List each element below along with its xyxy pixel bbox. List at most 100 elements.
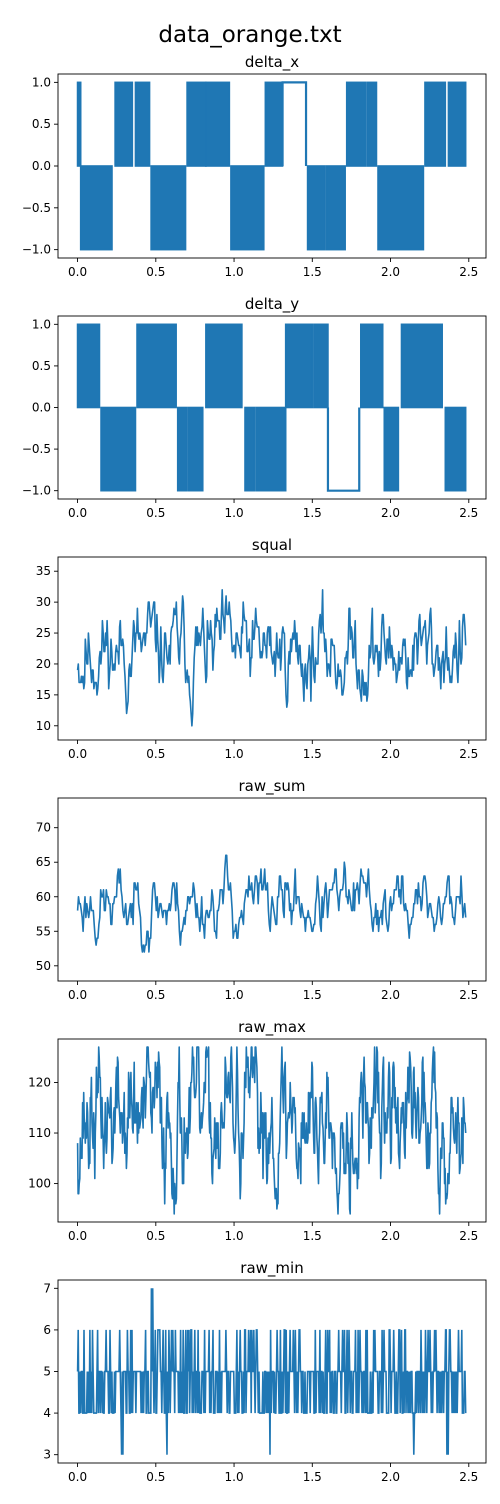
x-tick-label: 0.5: [146, 506, 165, 520]
x-tick-label: 0.5: [146, 747, 165, 761]
y-tick-label: −0.5: [22, 442, 51, 456]
x-tick-label: 1.0: [225, 988, 244, 1002]
x-tick-label: 1.5: [303, 1229, 322, 1243]
series-segment-4: [150, 165, 187, 251]
series-line: [76, 1288, 467, 1455]
y-tick-label: 15: [36, 688, 51, 702]
y-tick-label: 55: [36, 924, 51, 938]
y-tick-label: 70: [36, 821, 51, 835]
axes-frame: [57, 556, 487, 741]
series-segment-10: [306, 165, 326, 251]
x-tick-label: 0.0: [68, 988, 87, 1002]
series-segment-0: [76, 323, 101, 409]
x-tick-label: 1.0: [225, 1470, 244, 1484]
series-segment-13: [400, 323, 443, 409]
series-segment-3: [176, 406, 188, 492]
y-tick-label: 30: [36, 595, 51, 609]
series-segment-7: [230, 165, 265, 251]
x-tick-label: 1.5: [303, 747, 322, 761]
series-segment-8: [264, 81, 284, 167]
y-tick-label: 120: [28, 1075, 51, 1089]
y-tick-label: 7: [43, 1281, 51, 1295]
series-segment-9: [281, 81, 308, 166]
axes-frame: [57, 797, 487, 982]
y-tick-label: 60: [36, 890, 51, 904]
series-segment-13: [366, 81, 378, 167]
y-tick-label: 1.0: [32, 317, 51, 331]
y-tick-label: 65: [36, 855, 51, 869]
y-tick-label: 35: [36, 564, 51, 578]
subplot-title: raw_max: [238, 1018, 306, 1037]
x-tick-label: 2.5: [459, 265, 478, 279]
y-tick-label: 4: [43, 1406, 51, 1420]
subplot-title: delta_y: [245, 295, 299, 314]
x-tick-label: 0.0: [68, 1470, 87, 1484]
series-segment-2: [114, 81, 134, 167]
x-tick-label: 1.5: [303, 988, 322, 1002]
x-tick-label: 2.0: [381, 1470, 400, 1484]
series-segment-2: [136, 323, 177, 409]
y-tick-label: 0.5: [32, 359, 51, 373]
series-line: [76, 588, 467, 727]
y-tick-label: 3: [43, 1448, 51, 1462]
subplot-squal: squal 0.0 0.5 1.0 1.5 2.0 2.5 10 15 20 25 30 35: [36, 536, 487, 761]
y-tick-label: 1.0: [32, 75, 51, 89]
subplot-raw_max: raw_max 0.0 0.5 1.0 1.5 2.0 2.5 100 110 120: [28, 1018, 487, 1243]
x-tick-label: 0.0: [68, 506, 87, 520]
series-segment-1: [79, 165, 113, 251]
x-tick-label: 0.0: [68, 747, 87, 761]
y-tick-label: −1.0: [22, 243, 51, 257]
x-tick-label: 2.0: [381, 988, 400, 1002]
series-segment-14: [377, 165, 425, 251]
series-segment-6: [244, 406, 256, 492]
series-group: [76, 81, 467, 251]
series-segment-5: [186, 81, 207, 167]
axes-frame: [57, 1038, 487, 1223]
x-tick-label: 0.0: [68, 1229, 87, 1243]
subplot-raw_sum: raw_sum 0.0 0.5 1.0 1.5 2.0 2.5 50 55 60 65 70: [36, 777, 487, 1002]
series-group: [76, 588, 467, 727]
x-tick-label: 0.5: [146, 265, 165, 279]
y-tick-label: −0.5: [22, 201, 51, 215]
x-tick-label: 1.0: [225, 265, 244, 279]
subplot-title: raw_sum: [238, 777, 305, 796]
y-tick-label: 0.5: [32, 117, 51, 131]
x-tick-label: 2.0: [381, 265, 400, 279]
y-tick-label: 20: [36, 657, 51, 671]
x-tick-label: 2.0: [381, 1229, 400, 1243]
series-segment-8: [284, 323, 314, 409]
y-tick-label: 100: [28, 1177, 51, 1191]
x-tick-label: 1.0: [225, 1229, 244, 1243]
x-tick-label: 0.5: [146, 988, 165, 1002]
series-group: [76, 323, 467, 492]
x-tick-label: 0.5: [146, 1229, 165, 1243]
series-segment-16: [447, 81, 467, 167]
x-tick-label: 2.5: [459, 1229, 478, 1243]
subplot-title: delta_x: [245, 53, 299, 72]
subplot-delta_y: delta_y 0.0 0.5 1.0 1.5 2.0 2.5 −1.0 −0.5 0.0 0.5 1…: [22, 295, 487, 520]
x-tick-label: 2.5: [459, 747, 478, 761]
series-segment-15: [424, 81, 447, 167]
series-segment-11: [325, 165, 346, 251]
series-group: [76, 1046, 467, 1215]
x-tick-label: 0.0: [68, 265, 87, 279]
x-tick-label: 2.5: [459, 988, 478, 1002]
subplot-delta_x: delta_x 0.0 0.5 1.0 1.5 2.0 2.5 −1.0 −0.5 0.0 0.5 1…: [22, 53, 487, 279]
x-tick-label: 1.5: [303, 506, 322, 520]
figure-title: data_orange.txt: [158, 22, 342, 48]
x-tick-label: 1.5: [303, 1470, 322, 1484]
y-tick-label: 0.0: [32, 401, 51, 415]
y-tick-label: 110: [28, 1126, 51, 1140]
y-tick-label: 5: [43, 1365, 51, 1379]
x-tick-label: 2.0: [381, 506, 400, 520]
subplot-title: raw_min: [240, 1259, 303, 1278]
x-tick-label: 0.5: [146, 1470, 165, 1484]
series-segment-0: [76, 81, 82, 167]
series-segment-6: [205, 81, 231, 167]
series-group: [76, 1288, 467, 1455]
y-tick-label: 25: [36, 626, 51, 640]
x-tick-label: 2.5: [459, 506, 478, 520]
series-segment-10: [326, 407, 361, 492]
